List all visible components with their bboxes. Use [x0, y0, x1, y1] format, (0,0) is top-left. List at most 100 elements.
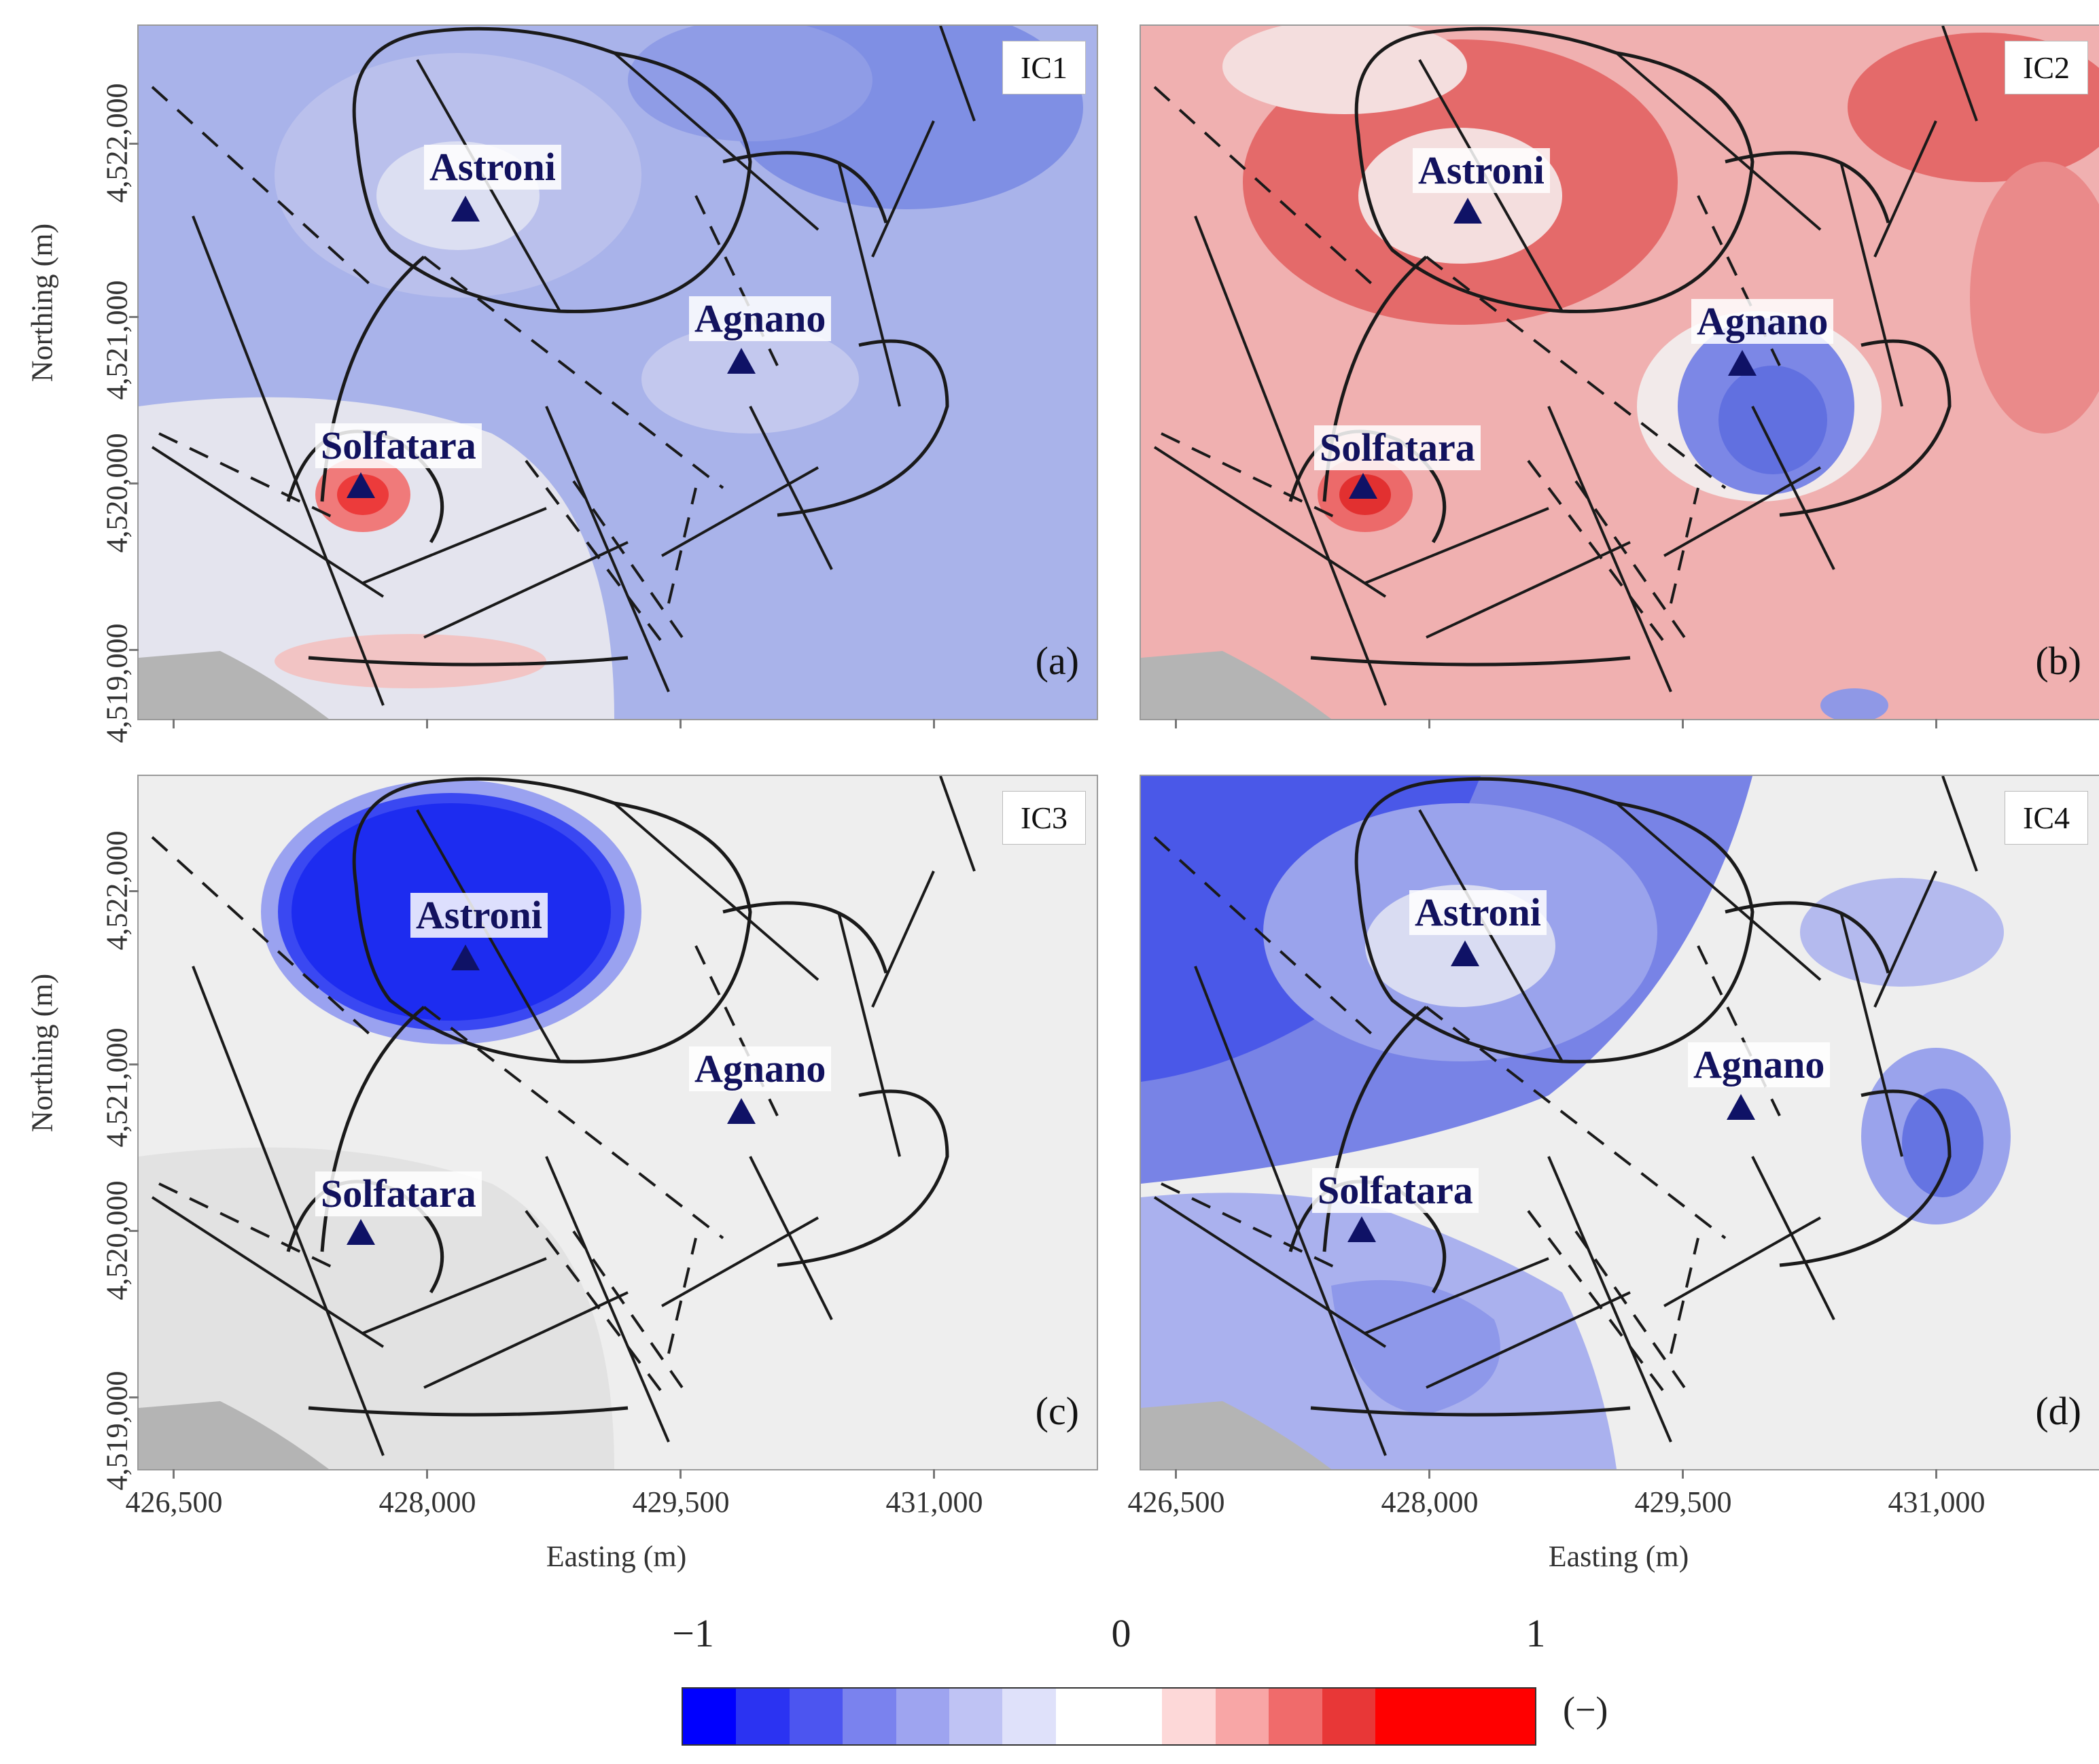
site-label-astroni: Astroni — [1409, 890, 1547, 935]
x-axis-label: Easting (m) — [1548, 1540, 1689, 1573]
map-canvas — [139, 26, 1097, 719]
site-label-agnano: Agnano — [1688, 1042, 1831, 1087]
x-tick-mark — [1935, 719, 1937, 728]
triangle-marker-icon — [347, 472, 375, 498]
y-tick-mark — [129, 316, 139, 318]
x-tick-mark — [426, 719, 428, 728]
colorbar-tick-mid: 0 — [1111, 1611, 1131, 1655]
colorbar-swatch — [896, 1689, 949, 1744]
y-tick-label: 4,520,000 — [100, 1180, 134, 1301]
site-label-astroni: Astroni — [1413, 148, 1550, 193]
site-label-solfatara: Solfatara — [315, 423, 482, 468]
colorbar-swatch — [843, 1689, 896, 1744]
x-tick-label: 426,500 — [125, 1485, 223, 1519]
x-tick-mark — [1682, 719, 1684, 728]
x-tick-label: 428,000 — [378, 1485, 476, 1519]
x-tick-label: 429,500 — [632, 1485, 730, 1519]
panel-letter: (b) — [2035, 639, 2081, 683]
site-label-agnano: Agnano — [689, 296, 832, 341]
y-tick-label: 4,519,000 — [100, 1371, 134, 1491]
x-tick-mark — [680, 1469, 682, 1479]
x-tick-mark — [1175, 719, 1177, 728]
map-canvas — [1141, 26, 2099, 719]
colorbar-swatch — [949, 1689, 1003, 1744]
colorbar-swatch — [1481, 1689, 1535, 1744]
x-tick-mark — [680, 719, 682, 728]
x-tick-mark — [173, 1469, 175, 1479]
site-label-solfatara: Solfatara — [1314, 425, 1481, 470]
map-canvas — [139, 776, 1097, 1469]
x-tick-mark — [426, 1469, 428, 1479]
triangle-marker-icon — [727, 1098, 756, 1124]
x-tick-label: 431,000 — [885, 1485, 983, 1519]
site-label-solfatara: Solfatara — [1312, 1168, 1479, 1213]
x-tick-mark — [1428, 1469, 1430, 1479]
triangle-marker-icon — [451, 196, 480, 222]
y-tick-mark — [129, 890, 139, 892]
colorbar-swatch — [1162, 1689, 1216, 1744]
y-tick-mark — [129, 649, 139, 651]
triangle-marker-icon — [727, 348, 756, 374]
map-panel-ic2: IC2 (b) Astroni Agnano Solfatara — [1140, 24, 2099, 720]
colorbar-swatch — [1055, 1689, 1109, 1744]
colorbar-unit: (−) — [1563, 1689, 1608, 1730]
map-panel-ic3: IC3 (c) Astroni Agnano Solfatara — [137, 775, 1098, 1470]
ic-label: IC3 — [1002, 791, 1086, 845]
x-tick-mark — [1175, 1469, 1177, 1479]
y-tick-mark — [129, 1063, 139, 1065]
triangle-marker-icon — [451, 945, 480, 970]
site-label-astroni: Astroni — [424, 145, 561, 190]
y-tick-mark — [129, 143, 139, 145]
panel-letter: (a) — [1035, 639, 1079, 683]
y-axis-label: Northing (m) — [25, 223, 59, 383]
site-label-agnano: Agnano — [1691, 299, 1834, 344]
map-canvas — [1141, 776, 2099, 1469]
site-label-solfatara: Solfatara — [315, 1171, 482, 1216]
panel-letter: (c) — [1035, 1389, 1079, 1433]
ic-label: IC1 — [1002, 41, 1086, 94]
x-tick-mark — [1935, 1469, 1937, 1479]
x-tick-mark — [1428, 719, 1430, 728]
triangle-marker-icon — [1728, 350, 1757, 376]
y-tick-label: 4,520,000 — [100, 433, 134, 553]
colorbar-swatch — [1428, 1689, 1482, 1744]
x-tick-mark — [933, 1469, 935, 1479]
y-tick-label: 4,519,000 — [100, 623, 134, 743]
colorbar-swatch — [1109, 1689, 1163, 1744]
x-tick-label: 431,000 — [1888, 1485, 1986, 1519]
y-axis-label: Northing (m) — [25, 973, 59, 1133]
colorbar-swatch — [1322, 1689, 1375, 1744]
y-tick-mark — [129, 1396, 139, 1398]
y-tick-mark — [129, 1230, 139, 1232]
ic-label: IC2 — [2005, 41, 2088, 94]
colorbar — [682, 1687, 1536, 1746]
colorbar-tick-min: −1 — [672, 1611, 714, 1655]
colorbar-swatch — [1002, 1689, 1056, 1744]
x-tick-mark — [1682, 1469, 1684, 1479]
site-label-astroni: Astroni — [410, 893, 548, 938]
colorbar-swatch — [736, 1689, 790, 1744]
triangle-marker-icon — [1453, 198, 1482, 224]
colorbar-swatch — [1215, 1689, 1269, 1744]
map-panel-ic4: IC4 (d) Astroni Agnano Solfatara — [1140, 775, 2099, 1470]
triangle-marker-icon — [1347, 1216, 1376, 1242]
colorbar-swatch — [1375, 1689, 1429, 1744]
colorbar-swatch — [1269, 1689, 1322, 1744]
triangle-marker-icon — [1349, 473, 1377, 499]
colorbar-swatch — [683, 1689, 737, 1744]
y-tick-mark — [129, 482, 139, 484]
x-tick-label: 428,000 — [1381, 1485, 1479, 1519]
colorbar-tick-max: 1 — [1525, 1611, 1546, 1655]
site-label-agnano: Agnano — [689, 1046, 832, 1091]
triangle-marker-icon — [1451, 940, 1479, 966]
x-axis-label: Easting (m) — [546, 1540, 687, 1573]
map-panel-ic1: IC1 (a) Astroni Agnano Solfatara — [137, 24, 1098, 720]
triangle-marker-icon — [1727, 1094, 1755, 1120]
x-tick-label: 426,500 — [1127, 1485, 1225, 1519]
triangle-marker-icon — [347, 1219, 375, 1245]
x-tick-mark — [173, 719, 175, 728]
x-tick-label: 429,500 — [1634, 1485, 1732, 1519]
x-tick-mark — [933, 719, 935, 728]
y-tick-label: 4,521,000 — [100, 1027, 134, 1148]
panel-letter: (d) — [2035, 1389, 2081, 1433]
